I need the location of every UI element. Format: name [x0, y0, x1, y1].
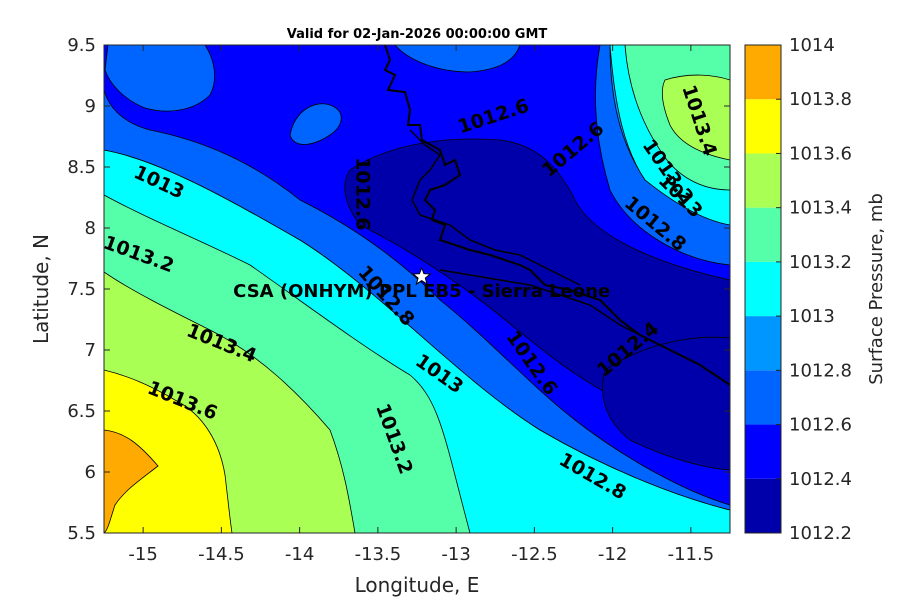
colorbar-swatch: [745, 370, 781, 425]
coastline: [383, 45, 730, 386]
y-tick-label: 9: [85, 96, 96, 117]
colorbar-tick-label: 1012.4: [789, 469, 852, 490]
y-axis: 5.5 6 6.5 7 7.5 8 8.5 9 9.5: [67, 35, 730, 544]
y-tick-label: 6: [85, 462, 96, 483]
x-tick-label: -15: [128, 544, 157, 565]
band-east-1013-4: [661, 74, 730, 161]
site-label: CSA (ONHYM) PPL EB5 - Sierra Leone: [233, 281, 610, 302]
colorbar-frame: [744, 44, 782, 534]
band-1013-8: [104, 429, 159, 533]
colorbar-swatch: [745, 99, 781, 154]
colorbar-tick-label: 1013.8: [789, 89, 852, 110]
site-star-icon: [411, 266, 432, 286]
colorbar-swatch: [745, 207, 781, 262]
colorbar-tick-label: 1013.2: [789, 252, 852, 273]
y-tick-label: 8.5: [67, 157, 96, 178]
colorbar-swatch: [745, 45, 781, 100]
band-1012-6-island-nw: [104, 45, 215, 112]
colorbar: 1012.2 1012.4 1012.6 1012.8 1013 1013.2 1013.4…: [744, 35, 852, 544]
colorbar-tick-label: 1012.6: [789, 415, 852, 436]
x-tick-label: -14: [285, 544, 314, 565]
colorbar-swatch: [745, 424, 781, 479]
colorbar-swatch: [745, 316, 781, 371]
band-1012-6-island-top: [394, 45, 521, 73]
colorbar-tick-label: 1013.4: [789, 198, 852, 219]
y-tick-label: 6.5: [67, 401, 96, 422]
site-marker: CSA (ONHYM) PPL EB5 - Sierra Leone: [233, 266, 610, 302]
band-1012-6-blob: [289, 103, 342, 145]
x-tick-label: -12.5: [511, 544, 558, 565]
y-tick-label: 9.5: [67, 35, 96, 56]
y-tick-label: 7.5: [67, 279, 96, 300]
colorbar-swatch: [745, 261, 781, 317]
x-tick-label: -13: [441, 544, 470, 565]
x-axis: -15 -14.5 -14 -13.5 -13 -12.5 -12 -11.5: [128, 45, 714, 565]
x-tick-label: -11.5: [668, 544, 715, 565]
colorbar-tick-label: 1014: [789, 35, 835, 56]
y-tick-label: 5.5: [67, 523, 96, 544]
x-axis-label: Longitude, E: [355, 573, 480, 597]
plot-title: Valid for 02-Jan-2026 00:00:00 GMT: [287, 27, 548, 42]
colorbar-swatch: [745, 153, 781, 208]
colorbar-label: Surface Pressure, mb: [866, 193, 887, 385]
coastline-inner: [409, 129, 581, 286]
colorbar-tick-label: 1012.2: [789, 523, 852, 544]
contour-label: 1012.6: [352, 157, 374, 230]
band-1013-6: [104, 369, 233, 533]
band-1012-2-se: [602, 336, 730, 471]
colorbar-tick-label: 1012.8: [789, 360, 852, 381]
colorbar-swatch: [745, 478, 781, 533]
colorbar-tick-label: 1013.6: [789, 143, 852, 164]
x-tick-label: -13.5: [355, 544, 402, 565]
colorbar-tick-label: 1013: [789, 306, 835, 327]
y-tick-label: 7: [85, 340, 96, 361]
x-tick-label: -14.5: [198, 544, 245, 565]
y-tick-label: 8: [85, 218, 96, 239]
x-tick-label: -12: [598, 544, 627, 565]
coastline-south: [439, 269, 651, 341]
y-axis-label: Latitude, N: [29, 234, 53, 344]
